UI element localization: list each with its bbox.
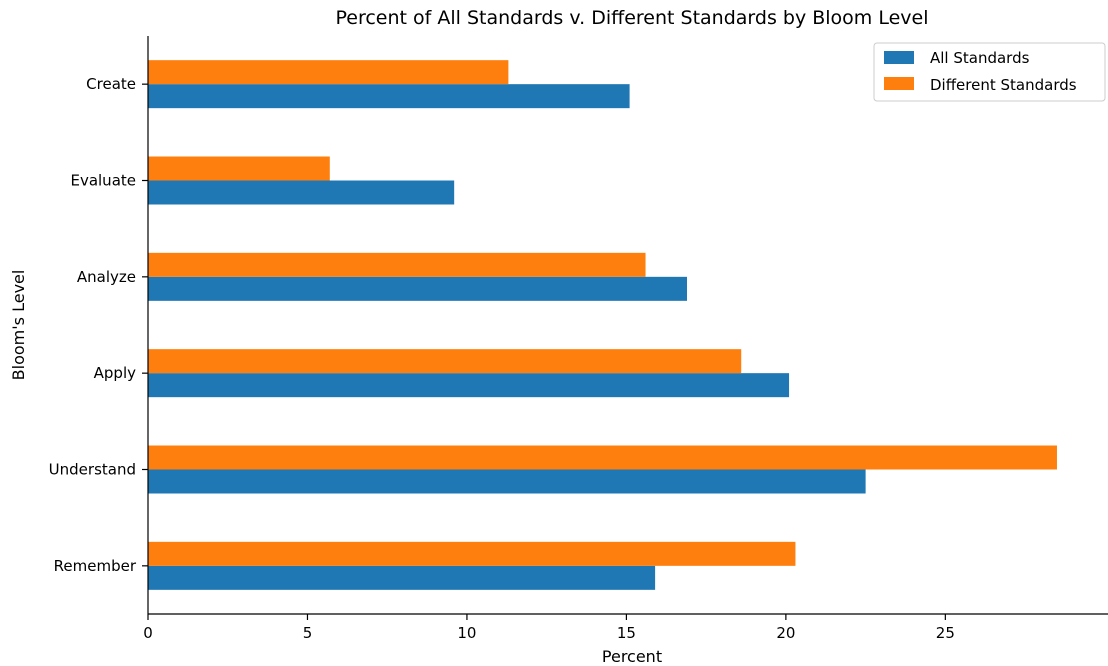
- bar-all-standards-evaluate: [148, 180, 455, 205]
- bar-all-standards-create: [148, 84, 630, 109]
- y-axis-label: Bloom's Level: [9, 270, 28, 381]
- x-tick-label: 10: [457, 624, 476, 642]
- bar-different-standards-apply: [148, 349, 742, 374]
- x-tick-label: 15: [617, 624, 636, 642]
- x-axis-label: Percent: [602, 647, 662, 666]
- bar-all-standards-understand: [148, 469, 866, 494]
- bar-all-standards-analyze: [148, 276, 688, 301]
- y-tick-label-evaluate: Evaluate: [70, 172, 136, 190]
- x-tick-label: 5: [303, 624, 313, 642]
- bar-all-standards-apply: [148, 373, 790, 398]
- bar-different-standards-evaluate: [148, 156, 330, 181]
- x-tick-label: 20: [776, 624, 795, 642]
- legend-swatch-all-standards: [884, 51, 914, 64]
- legend-frame: [873, 42, 1106, 102]
- y-tick-label-create: Create: [86, 75, 136, 93]
- bar-different-standards-create: [148, 60, 509, 85]
- y-tick-label-analyze: Analyze: [77, 268, 136, 286]
- bar-different-standards-analyze: [148, 252, 646, 277]
- chart-title: Percent of All Standards v. Different St…: [336, 7, 929, 29]
- bar-different-standards-remember: [148, 541, 796, 566]
- y-tick-label-apply: Apply: [94, 364, 136, 382]
- x-tick-label: 25: [936, 624, 955, 642]
- legend: All Standards Different Standards: [873, 42, 1106, 102]
- x-tick-label: 0: [143, 624, 153, 642]
- bar-different-standards-understand: [148, 445, 1057, 470]
- legend-label-all-standards: All Standards: [930, 49, 1030, 67]
- y-ticks-group: Remember Understand Apply Analyze Evaluate Cr…: [49, 75, 148, 575]
- bar-all-standards-remember: [148, 565, 656, 590]
- x-ticks-group: 0 5 10 15 20 25: [143, 614, 955, 642]
- y-tick-label-understand: Understand: [49, 461, 136, 479]
- bars-group: [148, 60, 1057, 590]
- legend-swatch-different-standards: [884, 77, 914, 90]
- legend-label-different-standards: Different Standards: [930, 76, 1077, 94]
- y-tick-label-remember: Remember: [54, 557, 137, 575]
